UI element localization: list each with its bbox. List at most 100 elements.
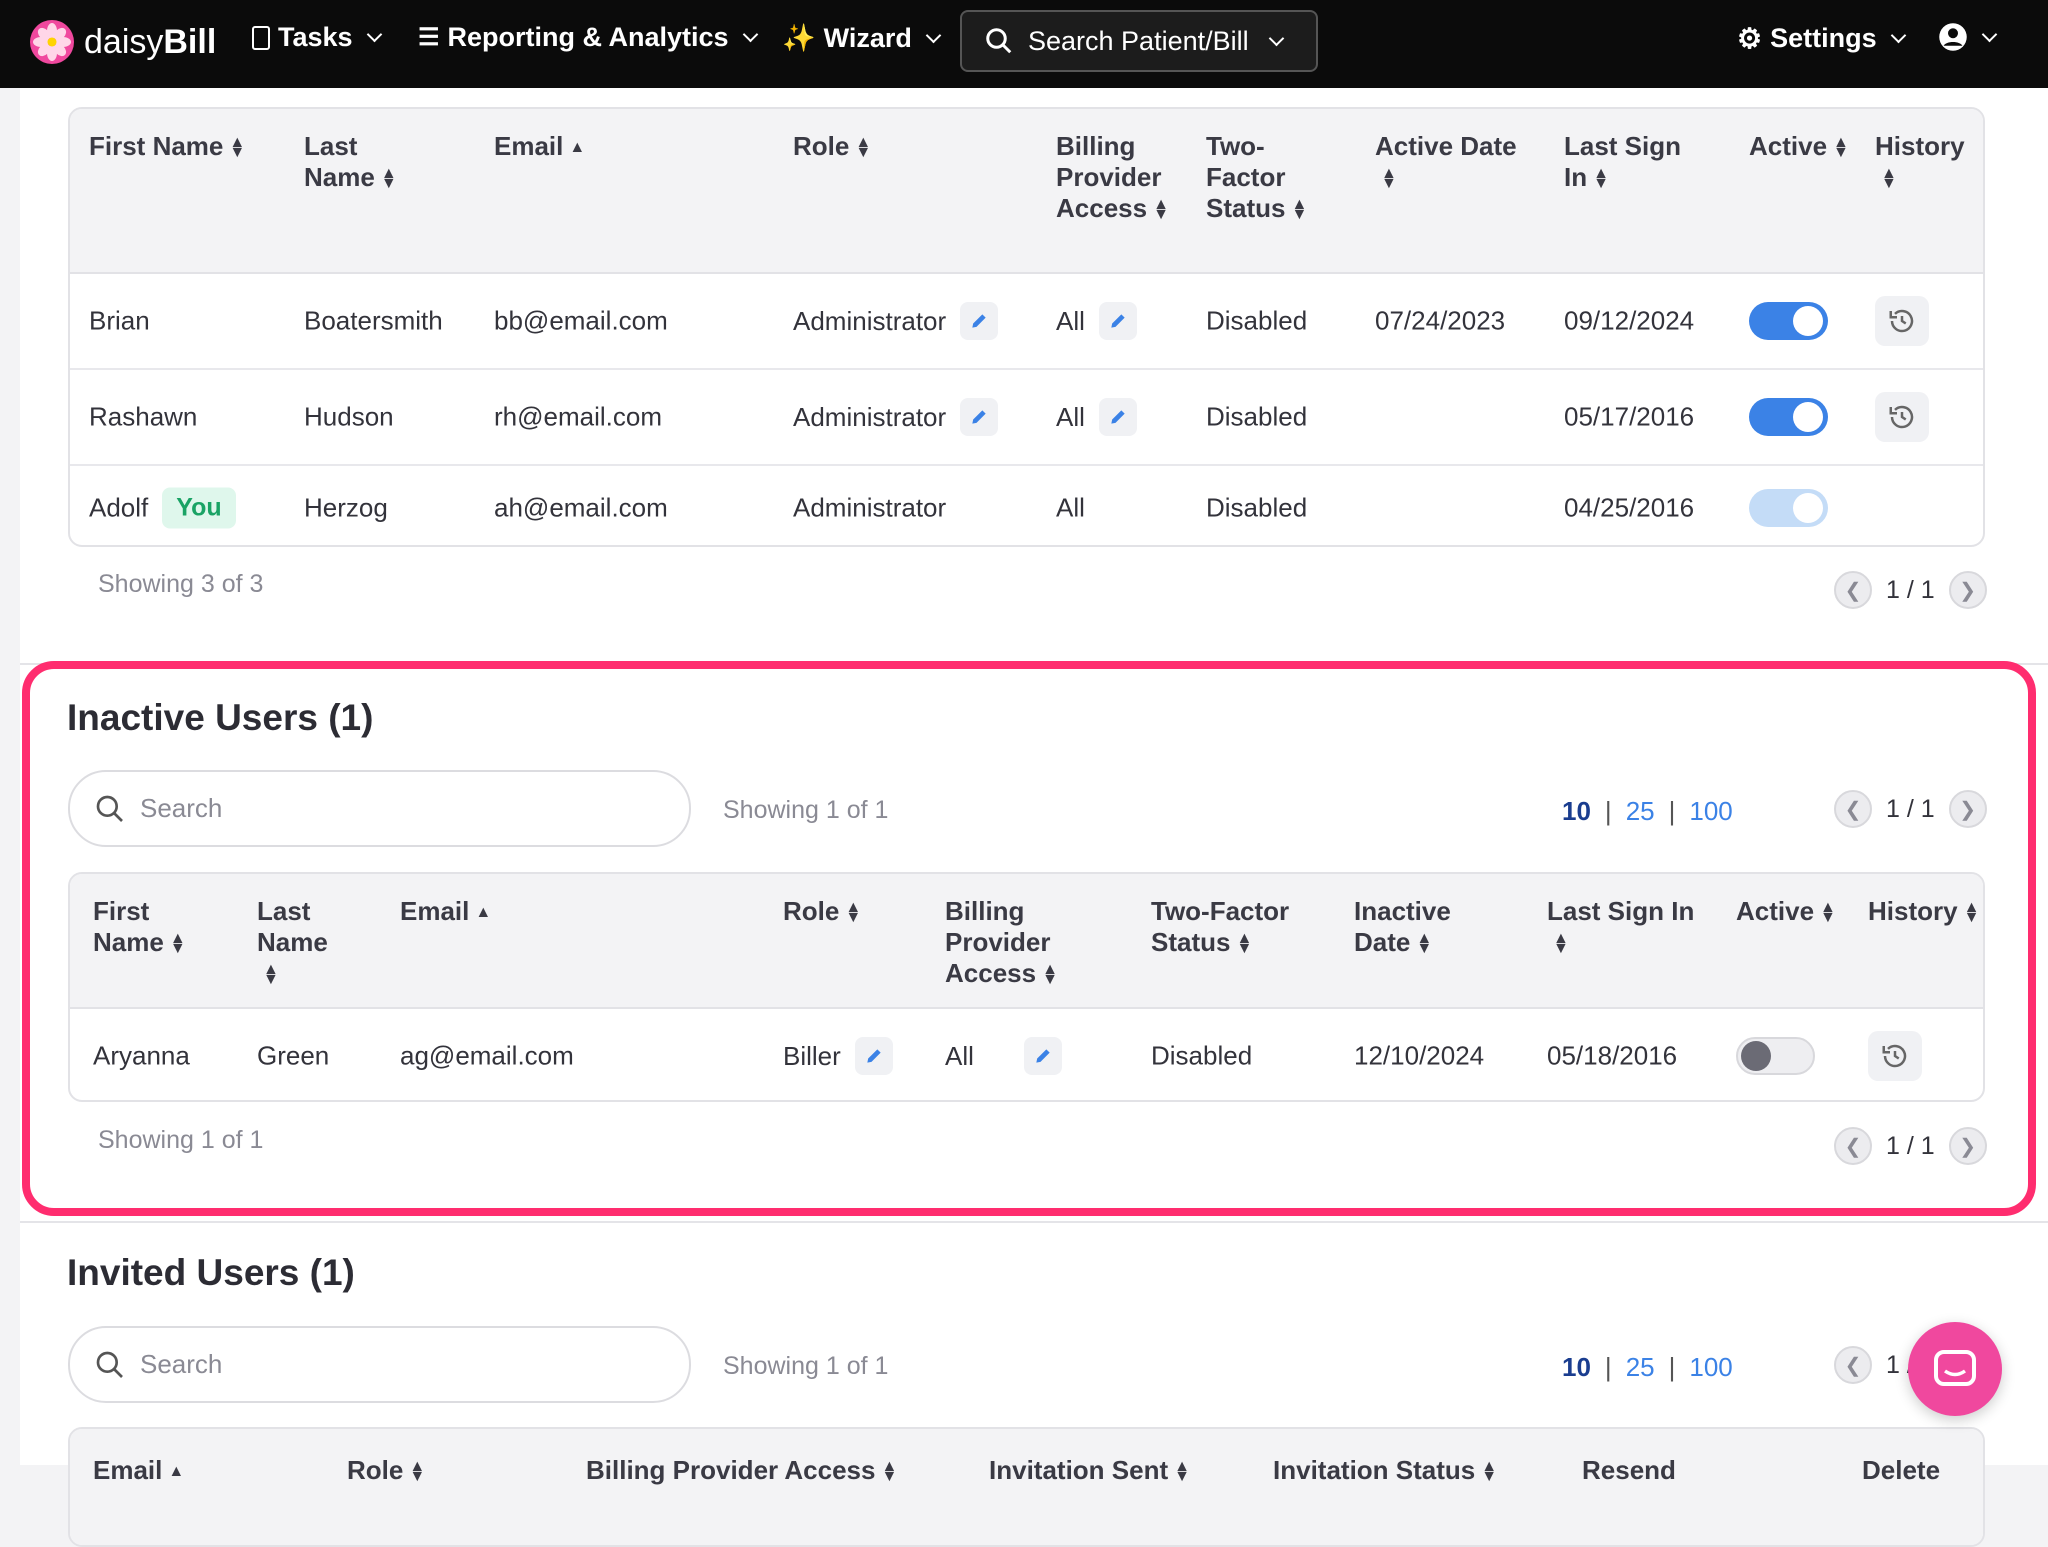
sort-asc-icon[interactable]: ▲ (168, 1463, 185, 1481)
edit-role-button[interactable] (960, 302, 999, 340)
prev-page-button[interactable]: ❮ (1834, 1127, 1872, 1165)
column-header-1[interactable]: Role ▲ ▼ (347, 1455, 425, 1486)
column-header-4[interactable]: Billing Provider Access ▲ ▼ (945, 896, 1075, 989)
next-page-button[interactable]: ❯ (1948, 790, 1987, 828)
sort-icon[interactable]: ▲ ▼ (1593, 165, 1609, 193)
sort-icon[interactable]: ▲ ▼ (1833, 134, 1849, 162)
column-header-1[interactable]: Last Name ▲ ▼ (257, 896, 347, 989)
edit-billing-access-button[interactable] (1098, 302, 1137, 340)
nav-tasks[interactable]: Tasks (252, 22, 384, 53)
sort-icon[interactable]: ▲ ▼ (1881, 165, 1897, 193)
nav-wizard[interactable]: ✨ Wizard (782, 22, 943, 54)
role-cell: Biller (783, 1037, 893, 1075)
column-header-3[interactable]: Invitation Sent ▲ ▼ (989, 1455, 1190, 1486)
edit-role-button[interactable] (854, 1037, 893, 1075)
column-header-5[interactable]: Two-Factor Status ▲ ▼ (1206, 131, 1316, 224)
nav-settings[interactable]: ⚙ Settings (1737, 22, 1908, 55)
sort-icon[interactable]: ▲ ▼ (855, 134, 872, 162)
last-name: Hudson (304, 401, 394, 432)
column-header-0[interactable]: Email ▲ (93, 1455, 184, 1486)
column-header-2[interactable]: Email ▲ (400, 896, 491, 927)
brand-logo[interactable]: daisyBill (30, 20, 216, 64)
column-header-5[interactable]: Resend (1582, 1455, 1676, 1486)
page-size-100[interactable]: 100 (1689, 796, 1733, 826)
column-header-3[interactable]: Role ▲ ▼ (793, 131, 871, 162)
column-header-8[interactable]: Active ▲ ▼ (1749, 131, 1849, 162)
history-button[interactable] (1875, 392, 1929, 442)
column-header-2[interactable]: Billing Provider Access ▲ ▼ (586, 1455, 897, 1486)
sort-icon[interactable]: ▲ ▼ (1042, 961, 1058, 989)
sort-icon[interactable]: ▲ ▼ (1963, 899, 1980, 927)
column-header-6[interactable]: Delete (1862, 1455, 1940, 1486)
sort-icon[interactable]: ▲ ▼ (169, 930, 186, 958)
sort-icon[interactable]: ▲ ▼ (845, 899, 862, 927)
column-header-0[interactable]: First Name ▲ ▼ (89, 131, 245, 162)
column-header-9[interactable]: History ▲ ▼ (1875, 131, 1983, 193)
column-header-8[interactable]: Active ▲ ▼ (1736, 896, 1836, 927)
role-cell: Administrator (793, 398, 999, 436)
sort-asc-icon[interactable]: ▲ (475, 904, 492, 922)
column-header-7[interactable]: Last Sign In▲ ▼ (1564, 131, 1684, 193)
sort-icon[interactable]: ▲ ▼ (1236, 930, 1253, 958)
edit-billing-access-button[interactable] (1023, 1037, 1062, 1075)
page-size-10[interactable]: 10 (1562, 796, 1591, 826)
next-page-button[interactable]: ❯ (1948, 1127, 1987, 1165)
inactive-search-input[interactable] (140, 793, 640, 824)
active-toggle[interactable] (1749, 302, 1828, 340)
email: bb@email.com (494, 305, 668, 336)
role-cell: Administrator (793, 302, 999, 340)
column-header-2[interactable]: Email ▲ (494, 131, 585, 162)
page-size-25[interactable]: 25 (1625, 1352, 1655, 1382)
patient-bill-search[interactable]: Search Patient/Bill (960, 10, 1318, 72)
column-header-6[interactable]: Active Date ▲ ▼ (1375, 131, 1535, 193)
next-page-button[interactable]: ❯ (1948, 571, 1987, 609)
active-toggle[interactable] (1736, 1037, 1815, 1075)
page-size-100[interactable]: 100 (1689, 1352, 1733, 1382)
chevron-down-icon (925, 27, 942, 43)
sort-icon[interactable]: ▲ ▼ (881, 1458, 898, 1486)
sort-icon[interactable]: ▲ ▼ (1153, 196, 1169, 224)
sort-icon[interactable]: ▲ ▼ (409, 1458, 426, 1486)
column-header-6[interactable]: Inactive Date ▲ ▼ (1354, 896, 1484, 958)
page-size-10[interactable]: 10 (1562, 1352, 1591, 1382)
sort-icon[interactable]: ▲ ▼ (1416, 930, 1433, 958)
history-button[interactable] (1875, 296, 1929, 346)
sort-icon[interactable]: ▲ ▼ (1291, 196, 1308, 224)
column-header-4[interactable]: Billing Provider Access ▲ ▼ (1056, 131, 1176, 224)
column-header-3[interactable]: Role ▲ ▼ (783, 896, 861, 927)
prev-page-button[interactable]: ❮ (1834, 790, 1872, 828)
history-button[interactable] (1868, 1031, 1922, 1081)
sort-icon[interactable]: ▲ ▼ (229, 134, 246, 162)
sort-icon[interactable]: ▲ ▼ (1820, 899, 1836, 927)
active-toggle[interactable] (1749, 398, 1828, 436)
column-header-7[interactable]: Last Sign In▲ ▼ (1547, 896, 1707, 958)
column-header-label: Last Sign In (1564, 131, 1682, 192)
invited-search-input[interactable] (140, 1349, 640, 1380)
page-size-selector: 10 | 25 | 100 (1562, 796, 1733, 827)
nav-tasks-label: Tasks (278, 22, 353, 52)
sort-icon[interactable]: ▲ ▼ (1481, 1458, 1498, 1486)
invited-search[interactable] (68, 1326, 691, 1403)
sort-icon[interactable]: ▲ ▼ (1553, 930, 1569, 958)
inactive-search[interactable] (68, 770, 691, 847)
sort-icon[interactable]: ▲ ▼ (1174, 1458, 1190, 1486)
column-header-4[interactable]: Invitation Status ▲ ▼ (1273, 1455, 1497, 1486)
edit-role-button[interactable] (960, 398, 999, 436)
first-name-cell: Adolf You (89, 487, 236, 528)
edit-billing-access-button[interactable] (1098, 398, 1137, 436)
user-menu[interactable] (1938, 22, 1999, 52)
sort-icon[interactable]: ▲ ▼ (263, 961, 279, 989)
column-header-0[interactable]: First Name ▲ ▼ (93, 896, 193, 958)
billing-access: All (1056, 492, 1085, 522)
prev-page-button[interactable]: ❮ (1834, 571, 1872, 609)
sort-icon[interactable]: ▲ ▼ (1381, 165, 1397, 193)
sort-asc-icon[interactable]: ▲ (569, 139, 586, 157)
column-header-9[interactable]: History ▲ ▼ (1868, 896, 1979, 927)
sort-icon[interactable]: ▲ ▼ (380, 165, 397, 193)
prev-page-button[interactable]: ❮ (1834, 1346, 1872, 1384)
column-header-5[interactable]: Two-Factor Status ▲ ▼ (1151, 896, 1311, 958)
nav-reporting[interactable]: ☰ Reporting & Analytics (418, 22, 760, 53)
chat-button[interactable] (1908, 1322, 2002, 1416)
column-header-1[interactable]: Last Name ▲ ▼ (304, 131, 424, 193)
page-size-25[interactable]: 25 (1625, 796, 1655, 826)
